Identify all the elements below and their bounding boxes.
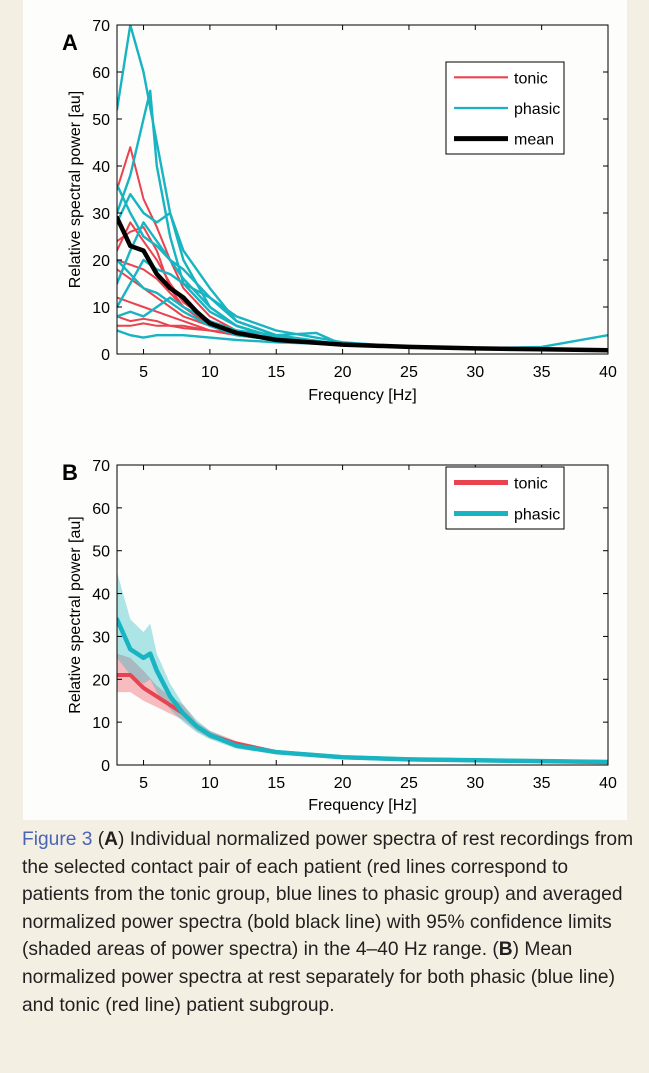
panel-a-ytick-label: 70: [92, 18, 110, 35]
panel-b-ytick-label: 10: [92, 715, 110, 732]
panel-b-legend: tonic phasic: [445, 466, 565, 530]
caption-text-3: ) Mean normalized power spectra at rest …: [22, 939, 615, 1016]
panel-b-ylabel: Relative spectral power [au]: [67, 516, 84, 713]
panel-a-xtick-label: 40: [599, 364, 617, 381]
panel-b-xtick-label: 30: [466, 775, 484, 792]
panel-a-axes-frame: [116, 24, 609, 355]
panel-b-axes-frame: [116, 464, 609, 766]
caption-text-1: (: [92, 829, 105, 850]
panel-a-xtick-label: 20: [334, 364, 352, 381]
panel-b: B 5 10 15 20 25 30 35 40 0 10 20 30 40 50 60 70 Frequency…: [62, 458, 617, 814]
panel-b-xlabel: Frequency [Hz]: [308, 797, 416, 814]
panel-a: A 5 10 15 20 25 30 35 40 0 10 20 30 40 50 60 70 Frequency…: [62, 18, 617, 404]
panel-b-xtick-label: 15: [267, 775, 285, 792]
panel-a-xtick-label: 10: [201, 364, 219, 381]
panel-a-xlabel: Frequency [Hz]: [308, 387, 416, 404]
panel-a-ytick-label: 30: [92, 206, 110, 223]
panel-b-ytick-label: 30: [92, 629, 110, 646]
caption-figure-label: Figure 3: [22, 829, 93, 850]
panel-a-xtick-label: 25: [400, 364, 418, 381]
caption-text-2: ) Individual normalized power spectra of…: [22, 829, 634, 961]
panel-b-axes: 5 10 15 20 25 30 35 40 0 10 20 30 40 50 60 70: [92, 458, 617, 792]
panel-b-xtick-label: 20: [334, 775, 352, 792]
panel-b-xtick-label: 35: [533, 775, 551, 792]
panel-a-ytick-label: 10: [92, 300, 110, 317]
panel-b-ytick-label: 70: [92, 458, 110, 475]
panel-a-line-mean-18: [117, 215, 608, 353]
panel-b-xtick-label: 40: [599, 775, 617, 792]
figure: A5 10 15 20 25 30 35 40010203040506070Frequency…: [23, 0, 627, 820]
panel-b-ytick-label: 0: [101, 758, 110, 775]
panel-b-ytick-label: 40: [92, 587, 110, 604]
panel-a-xtick-label: 35: [533, 364, 551, 381]
panel-b-legend-label-tonic: tonic: [514, 476, 548, 493]
panel-a-legend-label-mean: mean: [514, 132, 554, 149]
panel-a-ytick-label: 50: [92, 112, 110, 129]
panel-a-xtick-label: 5: [139, 364, 148, 381]
panel-b-ytick-label: 60: [92, 501, 110, 518]
panel-a-legend-label-tonic: tonic: [514, 70, 548, 87]
panel-a-xtick-label: 30: [466, 364, 484, 381]
panel-b-line-phasic-2: [117, 617, 608, 765]
panel-a-series-lines: [117, 25, 608, 353]
panel-a-ytick-label: 40: [92, 159, 110, 176]
panel-a-xtick-label: 15: [267, 364, 285, 381]
panel-a-ytick-label: 20: [92, 253, 110, 270]
panel-a-legend: tonic phasic mean: [445, 61, 565, 155]
panel-b-xtick-label: 5: [139, 775, 148, 792]
panel-b-ytick-label: 50: [92, 544, 110, 561]
panel-a-ylabel: Relative spectral power [au]: [67, 91, 84, 288]
figure-caption: Figure 3 (A) Individual normalized power…: [22, 826, 634, 1019]
caption-panel-a-ref: A: [104, 829, 118, 850]
panel-a-ytick-label: 0: [101, 347, 110, 364]
panel-a-label: A: [62, 30, 78, 55]
panel-b-ytick-label: 20: [92, 672, 110, 689]
panel-a-legend-label-phasic: phasic: [514, 101, 560, 118]
panel-a-ytick-label: 60: [92, 65, 110, 82]
caption-panel-b-ref: B: [498, 939, 513, 961]
panel-b-legend-label-phasic: phasic: [514, 507, 560, 524]
panel-b-xtick-label: 10: [201, 775, 219, 792]
panel-b-legend-box: [445, 466, 565, 530]
panel-a-axes: 5 10 15 20 25 30 35 40 0 10 20 30 40 50 60 70: [92, 18, 617, 381]
panel-b-xtick-label: 25: [400, 775, 418, 792]
panel-b-series-lines: [117, 617, 608, 765]
panel-b-label: B: [62, 460, 78, 485]
